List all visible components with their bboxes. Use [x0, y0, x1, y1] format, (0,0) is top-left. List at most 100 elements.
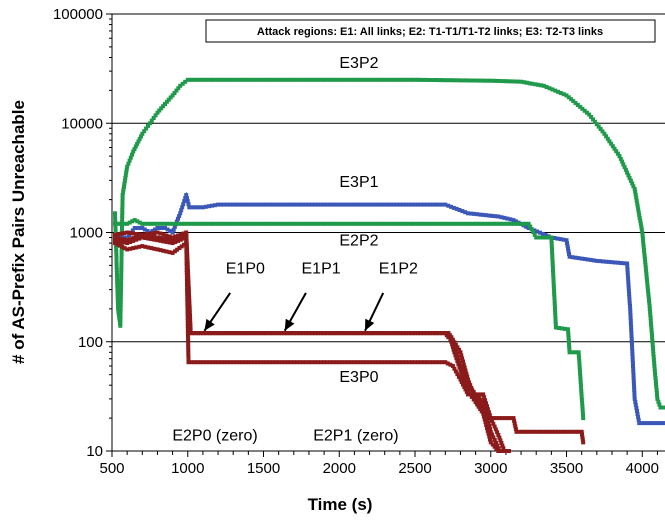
point-E1P0 [488, 426, 492, 431]
y-tick-label: 1000 [70, 225, 103, 242]
point-E1P1 [122, 237, 127, 242]
point-E3P0 [564, 429, 569, 434]
point-E3P1 [127, 233, 131, 238]
point-E3P2 [650, 336, 655, 341]
point-E2P2 [551, 283, 556, 288]
point-E2P2 [140, 221, 145, 226]
point-E3P2 [376, 77, 381, 82]
point-E3P1 [216, 202, 221, 207]
point-E3P0 [155, 247, 160, 252]
point-E1P2 [340, 331, 345, 336]
point-E3P2 [115, 280, 120, 284]
point-E1P2 [325, 331, 330, 336]
point-E3P2 [185, 77, 190, 82]
point-E3P1 [481, 212, 486, 217]
point-E3P1 [538, 230, 542, 235]
series-E3P0 [113, 241, 586, 445]
point-E3P2 [654, 381, 658, 386]
point-E1P2 [491, 421, 496, 426]
point-E1P2 [440, 331, 445, 336]
point-E1P1 [461, 376, 466, 381]
point-E3P1 [407, 202, 411, 207]
point-E1P0 [125, 230, 130, 235]
point-E1P0 [134, 232, 139, 236]
point-E3P0 [125, 247, 130, 252]
point-E3P2 [607, 139, 612, 144]
point-E3P1 [466, 211, 470, 216]
point-E2P2 [482, 221, 487, 226]
point-E1P1 [463, 381, 468, 386]
point-E3P1 [182, 199, 187, 204]
point-E3P0 [303, 360, 308, 365]
point-E2P2 [549, 241, 554, 246]
point-E3P0 [185, 279, 189, 284]
point-E2P2 [553, 316, 558, 321]
point-E3P0 [282, 360, 287, 365]
point-E3P1 [626, 279, 631, 284]
point-E3P0 [249, 360, 254, 365]
point-E3P1 [636, 418, 641, 423]
point-E3P2 [556, 89, 560, 94]
point-E2P2 [343, 221, 348, 226]
point-E1P0 [149, 231, 154, 236]
point-E3P0 [461, 382, 465, 387]
point-E3P1 [630, 348, 635, 353]
point-E3P2 [642, 256, 647, 261]
point-E3P2 [639, 227, 644, 232]
point-E2P2 [576, 350, 581, 355]
point-E3P0 [222, 360, 227, 365]
point-E2P2 [276, 221, 281, 226]
point-E3P2 [524, 80, 529, 85]
point-E1P2 [481, 405, 486, 410]
point-E3P0 [319, 360, 324, 365]
point-E3P0 [538, 429, 543, 434]
point-E3P2 [331, 77, 336, 82]
point-E3P2 [635, 204, 640, 209]
point-E3P2 [642, 248, 646, 253]
point-E1P2 [234, 331, 239, 336]
series-label: E1P1 [302, 261, 341, 278]
point-E3P2 [119, 249, 124, 254]
point-E3P0 [580, 432, 584, 437]
point-E3P1 [325, 202, 330, 207]
point-E3P2 [113, 217, 118, 222]
point-E3P1 [460, 209, 465, 214]
point-E1P2 [173, 240, 178, 244]
point-E3P0 [570, 429, 575, 434]
point-E3P2 [219, 77, 224, 82]
point-E3P2 [122, 178, 127, 183]
point-E3P0 [561, 429, 566, 434]
point-E3P1 [171, 227, 176, 232]
point-E3P2 [128, 155, 133, 160]
point-E3P0 [134, 245, 139, 250]
point-E3P2 [159, 106, 164, 111]
point-E3P2 [647, 298, 651, 303]
point-E1P2 [443, 331, 448, 336]
point-E3P2 [258, 77, 263, 82]
point-E3P0 [316, 360, 320, 365]
point-E3P1 [627, 294, 632, 299]
point-E2P2 [282, 221, 287, 226]
point-E3P0 [394, 360, 399, 365]
point-E3P2 [146, 123, 150, 128]
point-E1P1 [116, 236, 121, 241]
point-E1P1 [485, 426, 489, 430]
point-E2P2 [506, 221, 511, 226]
point-E2P2 [512, 221, 517, 226]
point-E3P1 [322, 202, 327, 207]
point-E3P0 [445, 361, 450, 366]
point-E1P2 [502, 449, 507, 453]
point-E2P2 [567, 341, 571, 346]
point-E3P0 [443, 360, 448, 365]
point-E3P2 [113, 214, 118, 219]
point-E3P0 [464, 389, 469, 394]
point-E2P2 [546, 235, 551, 240]
point-E3P1 [307, 202, 311, 207]
point-E3P1 [376, 202, 381, 207]
point-E2P2 [509, 221, 514, 226]
point-E3P0 [472, 392, 477, 397]
point-E3P2 [617, 154, 622, 159]
point-E3P1 [628, 321, 633, 326]
point-E1P2 [158, 238, 163, 243]
point-E2P2 [479, 221, 484, 226]
